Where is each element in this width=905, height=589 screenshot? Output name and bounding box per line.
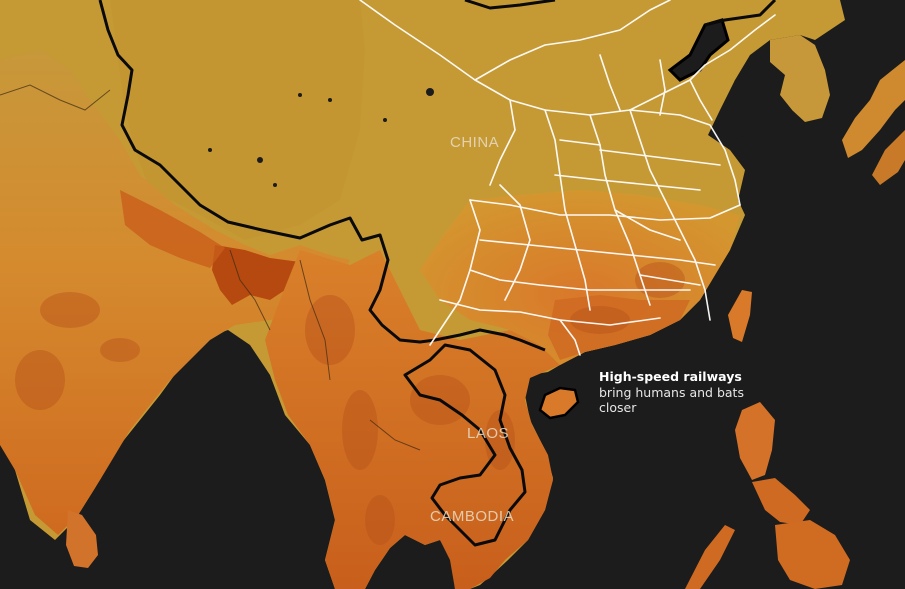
hainan-island: [538, 386, 580, 420]
internal-borders: [0, 84, 421, 451]
lakes: [208, 88, 434, 187]
mindanao: [775, 520, 850, 589]
country-borders: [98, 0, 777, 547]
label-cambodia: CAMBODIA: [430, 508, 515, 525]
southeast-asia: [265, 250, 560, 589]
palawan: [685, 525, 735, 589]
ganges-delta: [212, 245, 300, 305]
high-speed-rail-network: [359, 0, 776, 356]
terrain-texture: [15, 262, 685, 545]
railway-callout: High-speed railways bring humans and bat…: [599, 369, 749, 416]
label-china: CHINA: [450, 134, 500, 151]
japan: [842, 60, 905, 158]
india-lowland: [0, 50, 350, 535]
label-laos: LAOS: [467, 425, 510, 442]
yellow-sea: [720, 62, 792, 140]
callout-bold: High-speed railways: [599, 369, 742, 384]
taiwan-island: [728, 290, 752, 342]
korea-peninsula: [770, 35, 830, 122]
guangdong-coast: [548, 295, 690, 360]
ganges-plain: [120, 190, 225, 268]
japan-south: [872, 130, 905, 185]
philippines-central: [752, 478, 810, 525]
luzon: [735, 402, 775, 480]
callout-text: bring humans and bats closer: [599, 384, 744, 416]
sri-lanka: [66, 510, 98, 568]
